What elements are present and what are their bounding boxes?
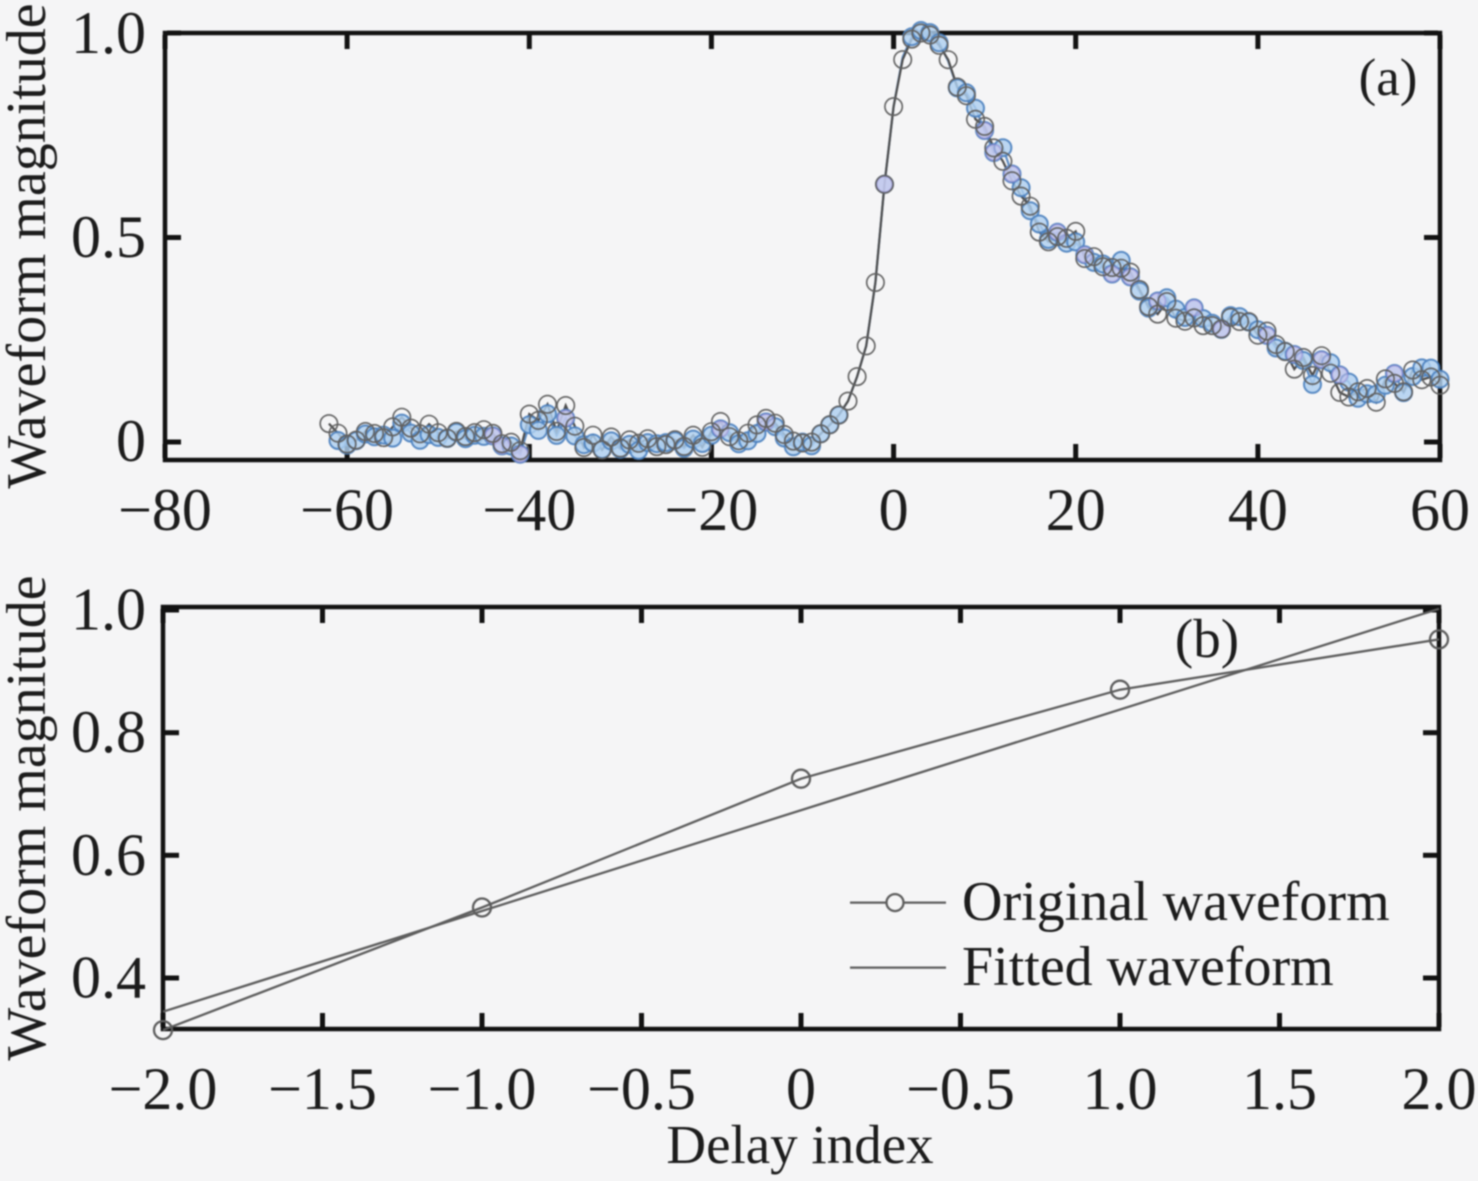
svg-text:1.0: 1.0 bbox=[71, 0, 146, 66]
svg-text:−0.5: −0.5 bbox=[587, 1056, 696, 1122]
svg-text:−80: −80 bbox=[118, 477, 212, 543]
svg-text:0.6: 0.6 bbox=[71, 822, 146, 888]
svg-text:1.5: 1.5 bbox=[1242, 1056, 1317, 1122]
svg-text:0: 0 bbox=[786, 1056, 816, 1122]
svg-text:2.0: 2.0 bbox=[1402, 1056, 1477, 1122]
svg-text:0.5: 0.5 bbox=[71, 204, 146, 270]
svg-text:−20: −20 bbox=[664, 477, 758, 543]
svg-text:Delay index: Delay index bbox=[666, 1114, 933, 1175]
svg-text:−1.5: −1.5 bbox=[268, 1056, 377, 1122]
svg-text:1.0: 1.0 bbox=[1083, 1056, 1158, 1122]
svg-text:0: 0 bbox=[116, 408, 146, 474]
svg-text:(b): (b) bbox=[1175, 608, 1239, 669]
svg-text:(a): (a) bbox=[1359, 49, 1418, 107]
svg-text:−0.5: −0.5 bbox=[906, 1056, 1015, 1122]
svg-text:Fitted waveform: Fitted waveform bbox=[962, 936, 1334, 998]
svg-text:0.8: 0.8 bbox=[71, 699, 146, 765]
svg-text:40: 40 bbox=[1228, 477, 1288, 543]
svg-text:Waveform magnitude: Waveform magnitude bbox=[0, 3, 58, 488]
svg-text:1.0: 1.0 bbox=[71, 577, 146, 643]
svg-text:0.4: 0.4 bbox=[71, 945, 146, 1011]
svg-text:60: 60 bbox=[1410, 477, 1470, 543]
svg-text:Original waveform: Original waveform bbox=[962, 871, 1390, 933]
svg-text:−2.0: −2.0 bbox=[109, 1056, 218, 1122]
svg-text:−60: −60 bbox=[300, 477, 394, 543]
svg-text:0: 0 bbox=[879, 477, 909, 543]
svg-text:20: 20 bbox=[1046, 477, 1106, 543]
svg-text:Waveform magnitude: Waveform magnitude bbox=[0, 575, 58, 1060]
svg-text:−40: −40 bbox=[482, 477, 576, 543]
svg-text:−1.0: −1.0 bbox=[428, 1056, 537, 1122]
